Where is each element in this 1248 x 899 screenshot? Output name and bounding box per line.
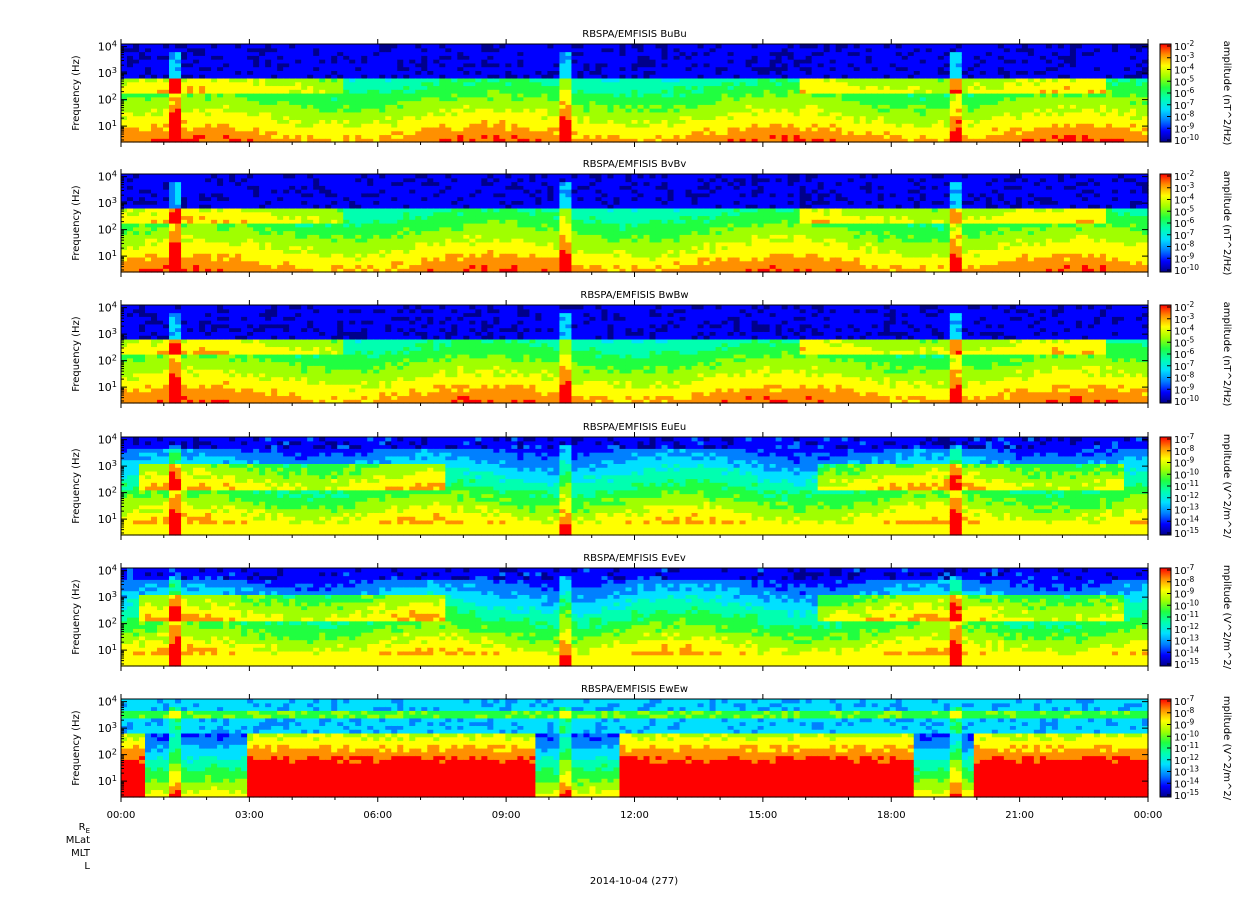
x-tick-label: 18:00 [877, 810, 906, 821]
spectrogram-image [121, 568, 1149, 667]
time-axis: 00:00 03:00 06:00 09:00 12:00 15:00 18:00 21:00… [107, 810, 1163, 821]
x-tick-label: 09:00 [492, 810, 521, 821]
colorbar-label: amplitude (nT^2/Hz) [1221, 41, 1232, 146]
y-tick-label: 102 [98, 616, 117, 631]
colorbar: 10-710-810-910-1010-1110-1210-1310-1410-… [1160, 432, 1232, 540]
colorbar-tick-label: 10-10 [1174, 394, 1199, 408]
y-tick-label: 102 [98, 747, 117, 762]
y-tick-label: 104 [98, 432, 117, 447]
x-tick-label: 15:00 [748, 810, 777, 821]
colorbar: 10-210-310-410-510-610-710-810-910-10 amp… [1160, 300, 1232, 408]
spectrogram-image [121, 44, 1149, 143]
ephem-label-re: RE [79, 822, 90, 835]
panel-bvbv: RBSPA/EMFISIS BvBv Frequency (Hz) 101 102 10… [71, 159, 1232, 277]
x-tick-label: 12:00 [620, 810, 649, 821]
panel-title: RBSPA/EMFISIS BuBu [582, 29, 686, 40]
y-tick-label: 104 [98, 169, 117, 184]
colorbar-label: mplitude (V^2/m^2/ [1221, 434, 1232, 539]
y-tick-label: 103 [98, 720, 117, 735]
colorbar-label: amplitude (nT^2/Hz) [1221, 302, 1232, 407]
colorbar-tick-label: 10-10 [1174, 263, 1199, 277]
y-tick-label: 103 [98, 589, 117, 604]
panel-bwbw: RBSPA/EMFISIS BwBw Frequency (Hz) 101 102 10… [71, 290, 1232, 408]
y-tick-label: 104 [98, 563, 117, 578]
y-tick-label: 102 [98, 485, 117, 500]
panel-title: RBSPA/EMFISIS EvEv [583, 553, 686, 564]
y-tick-label: 101 [98, 248, 117, 263]
y-tick-label: 101 [98, 118, 117, 133]
panel-title: RBSPA/EMFISIS BvBv [583, 159, 687, 170]
y-tick-label: 102 [98, 222, 117, 237]
panel-title: RBSPA/EMFISIS BwBw [580, 290, 688, 301]
colorbar-tick-label: 10-15 [1174, 657, 1199, 671]
y-tick-label: 104 [98, 694, 117, 709]
spectrogram-image [121, 174, 1149, 273]
y-axis-label: Frequency (Hz) [71, 185, 82, 261]
y-axis-label: Frequency (Hz) [71, 710, 82, 786]
colorbar-label: amplitude (nT^2/Hz) [1221, 171, 1232, 276]
x-tick-label: 00:00 [107, 810, 136, 821]
ephem-label-mlat: MLat [66, 835, 90, 846]
panel-title: RBSPA/EMFISIS EwEw [581, 684, 688, 695]
y-tick-label: 101 [98, 642, 117, 657]
x-tick-label: 21:00 [1005, 810, 1034, 821]
ephem-label-mlt: MLT [71, 848, 91, 859]
colorbar-tick-label: 10-15 [1174, 526, 1199, 540]
panel-title: RBSPA/EMFISIS EuEu [583, 422, 686, 433]
y-axis-label: Frequency (Hz) [71, 448, 82, 524]
colorbar: 10-210-310-410-510-610-710-810-910-10 amp… [1160, 39, 1232, 147]
y-tick-label: 103 [98, 458, 117, 473]
colorbar-label: mplitude (V^2/m^2/ [1221, 696, 1232, 801]
y-tick-label: 103 [98, 326, 117, 341]
y-tick-label: 101 [98, 379, 117, 394]
y-axis-label: Frequency (Hz) [71, 579, 82, 655]
panel-evev: RBSPA/EMFISIS EvEv Frequency (Hz) 101 102 10… [71, 553, 1232, 671]
y-tick-label: 104 [98, 300, 117, 315]
colorbar: 10-710-810-910-1010-1110-1210-1310-1410-… [1160, 563, 1232, 671]
ephemeris-labels: RE MLat MLT L [66, 822, 91, 872]
colorbar: 10-210-310-410-510-610-710-810-910-10 amp… [1160, 169, 1232, 277]
y-tick-label: 104 [98, 39, 117, 54]
y-tick-label: 102 [98, 92, 117, 107]
y-tick-label: 101 [98, 511, 117, 526]
panel-eueu: RBSPA/EMFISIS EuEu Frequency (Hz) 101 102 10… [71, 422, 1232, 540]
panel-ewew: RBSPA/EMFISIS EwEw Frequency (Hz) 101 102 10… [71, 684, 1232, 802]
spectrogram-image [121, 305, 1149, 404]
colorbar: 10-710-810-910-1010-1110-1210-1310-1410-… [1160, 694, 1232, 802]
colorbar-label: mplitude (V^2/m^2/ [1221, 565, 1232, 670]
y-axis-label: Frequency (Hz) [71, 316, 82, 392]
colorbar-tick-label: 10-15 [1174, 788, 1199, 802]
x-tick-label: 00:00 [1134, 810, 1163, 821]
x-tick-label: 06:00 [363, 810, 392, 821]
y-tick-label: 103 [98, 195, 117, 210]
y-tick-label: 102 [98, 353, 117, 368]
panel-bubu: RBSPA/EMFISIS BuBu Frequency (Hz) 101 102 10… [71, 29, 1232, 147]
y-tick-label: 101 [98, 773, 117, 788]
y-axis-label: Frequency (Hz) [71, 55, 82, 131]
y-tick-label: 103 [98, 65, 117, 80]
x-tick-label: 03:00 [235, 810, 264, 821]
spectrogram-image [121, 437, 1149, 536]
spectrogram-image [121, 699, 1149, 798]
date-label: 2014-10-04 (277) [590, 876, 678, 887]
ephem-label-l: L [84, 861, 90, 872]
colorbar-tick-label: 10-10 [1174, 133, 1199, 147]
